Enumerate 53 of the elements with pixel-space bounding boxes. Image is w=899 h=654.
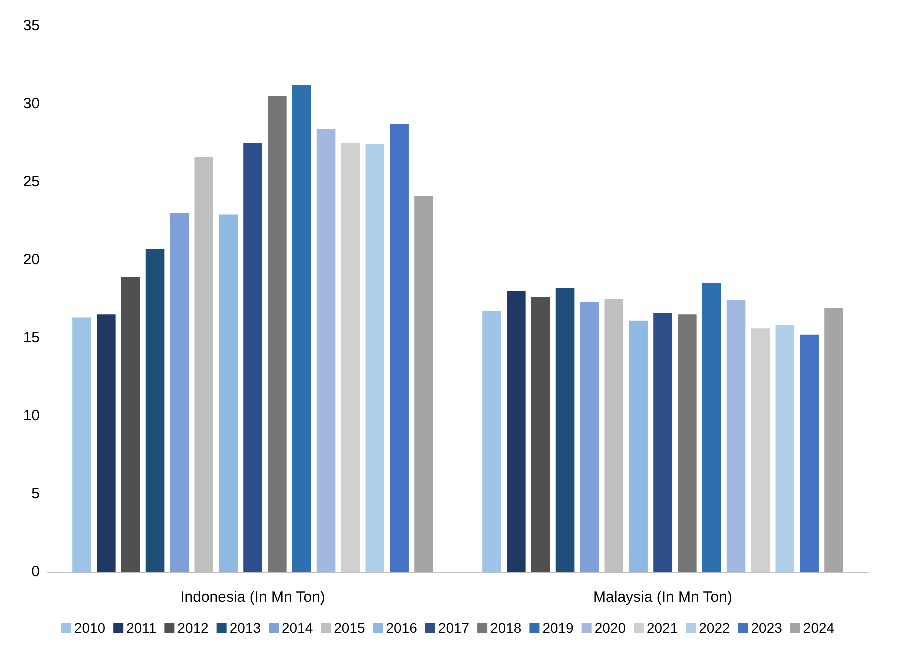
legend-label: 2012 <box>178 620 210 636</box>
bar <box>580 302 600 572</box>
legend-label: 2015 <box>334 620 366 636</box>
legend-label: 2019 <box>542 620 574 636</box>
legend-label: 2023 <box>751 620 783 636</box>
legend-label: 2024 <box>803 620 835 636</box>
legend-label: 2022 <box>699 620 730 636</box>
x-tick-label: Malaysia (In Mn Ton) <box>594 589 732 606</box>
bar <box>121 277 140 572</box>
y-tick-label: 5 <box>32 486 40 502</box>
bar <box>482 311 502 572</box>
y-tick-label: 25 <box>23 174 40 190</box>
x-tick-label: Indonesia (In Mn Ton) <box>180 589 326 606</box>
bar <box>366 144 385 572</box>
bar <box>702 283 722 572</box>
y-tick-label: 20 <box>23 252 40 268</box>
bar <box>97 314 116 572</box>
legend-label: 2020 <box>594 620 626 636</box>
bar <box>531 297 550 572</box>
bar <box>507 291 526 572</box>
bar <box>219 214 238 572</box>
bar <box>751 328 770 572</box>
bar <box>414 196 434 572</box>
bar <box>146 249 165 572</box>
bar <box>556 288 575 572</box>
legend-label: 2016 <box>386 620 418 636</box>
bar <box>776 326 795 572</box>
legend-label: 2010 <box>74 620 106 636</box>
legend-label: 2013 <box>230 620 262 636</box>
bar <box>824 308 844 572</box>
y-tick-label: 35 <box>23 18 40 34</box>
legend-label: 2014 <box>282 620 314 636</box>
bar <box>629 320 648 572</box>
legend-label: 2018 <box>490 620 522 636</box>
legend-label: 2017 <box>438 620 470 636</box>
bar <box>654 313 672 572</box>
y-tick-label: 30 <box>23 96 40 112</box>
bar <box>800 334 819 572</box>
bar <box>170 213 190 572</box>
legend-label: 2021 <box>646 620 678 636</box>
y-tick-label: 0 <box>32 564 40 580</box>
bar <box>292 85 312 572</box>
bar <box>316 128 336 572</box>
bar <box>268 96 287 572</box>
legend-label: 2011 <box>126 620 157 636</box>
bar <box>390 124 409 572</box>
bar <box>341 143 360 572</box>
y-tick-label: 15 <box>23 330 40 346</box>
bar <box>726 300 746 572</box>
bar <box>678 314 697 572</box>
bar <box>72 318 92 572</box>
y-tick-label: 10 <box>23 408 40 424</box>
bar <box>244 143 262 572</box>
